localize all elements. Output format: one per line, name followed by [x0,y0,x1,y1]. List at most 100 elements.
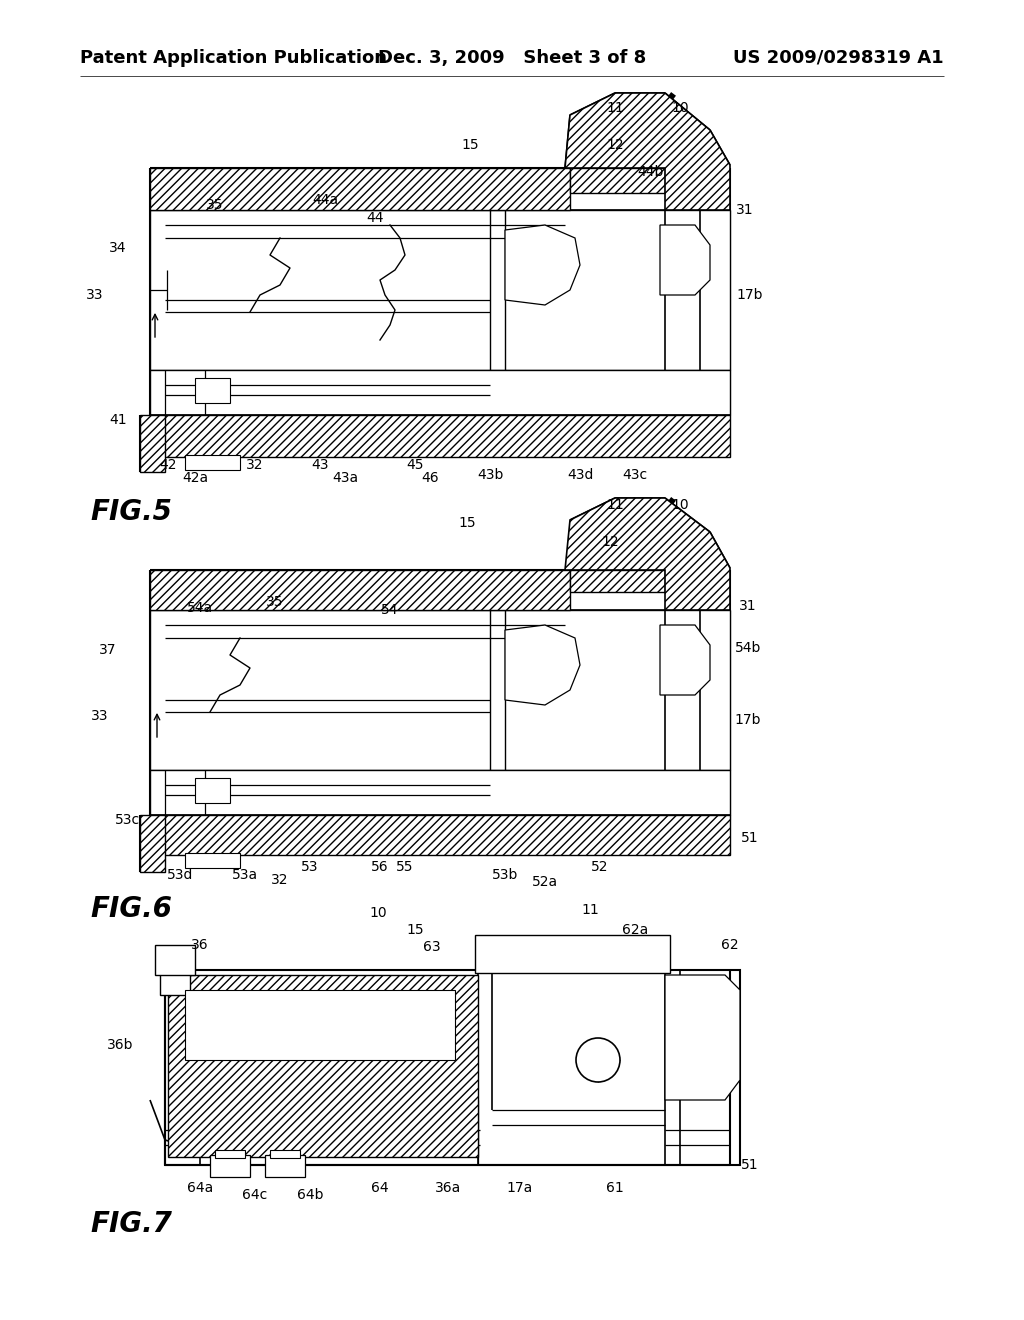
Circle shape [575,1038,620,1082]
Bar [570,570,665,591]
Text: 44: 44 [367,211,384,224]
Text: Patent Application Publication: Patent Application Publication [80,49,387,67]
Bar [475,935,670,973]
Text: 53b: 53b [492,869,518,882]
Text: 54: 54 [381,603,398,616]
Bar [150,570,570,610]
Text: US 2009/0298319 A1: US 2009/0298319 A1 [733,49,944,67]
Text: 17b: 17b [735,713,761,727]
Text: 34: 34 [110,242,127,255]
Text: 32: 32 [246,458,264,473]
Bar [140,414,165,473]
Text: 63: 63 [423,940,440,954]
Text: 11: 11 [582,903,599,917]
Text: FIG.7: FIG.7 [90,1210,172,1238]
Text: 53a: 53a [232,869,258,882]
Text: 44a: 44a [312,193,338,207]
Text: 15: 15 [458,516,476,531]
Text: 37: 37 [99,643,117,657]
Bar [185,455,240,470]
Bar [168,975,478,1158]
Text: 54a: 54a [187,601,213,615]
Bar [155,945,195,975]
Bar [210,1155,250,1177]
Text: 31: 31 [739,599,757,612]
Text: 43b: 43b [477,469,503,482]
Text: 42: 42 [160,458,177,473]
Text: 54b: 54b [735,642,761,655]
Text: 52: 52 [591,861,608,874]
Text: 10: 10 [671,498,689,512]
Bar [265,1155,305,1177]
Polygon shape [565,498,730,610]
Text: 64: 64 [371,1181,389,1195]
Text: 43a: 43a [332,471,358,484]
Text: 43c: 43c [623,469,647,482]
Text: FIG.6: FIG.6 [90,895,172,923]
Text: 36a: 36a [435,1181,461,1195]
Polygon shape [665,975,740,1100]
Text: 43d: 43d [567,469,593,482]
Bar [185,853,240,869]
Text: 53d: 53d [167,869,194,882]
Text: 36b: 36b [106,1038,133,1052]
Polygon shape [565,92,730,210]
Bar [160,960,190,995]
Text: 17b: 17b [736,288,763,302]
Text: 35: 35 [206,198,224,213]
Bar [150,210,730,370]
Text: 43: 43 [311,458,329,473]
Text: 52a: 52a [531,875,558,888]
Text: 12: 12 [601,535,618,549]
Text: 51: 51 [741,1158,759,1172]
Text: 15: 15 [407,923,424,937]
Text: Dec. 3, 2009   Sheet 3 of 8: Dec. 3, 2009 Sheet 3 of 8 [378,49,646,67]
Text: 33: 33 [86,288,103,302]
Text: FIG.5: FIG.5 [90,498,172,525]
Text: 31: 31 [736,203,754,216]
Text: 36: 36 [191,939,209,952]
Polygon shape [660,224,710,294]
Text: 41: 41 [110,413,127,426]
Bar [270,1150,300,1158]
Text: 42a: 42a [182,471,208,484]
Text: 55: 55 [396,861,414,874]
Text: 35: 35 [266,595,284,609]
Bar [140,814,165,873]
Text: 45: 45 [407,458,424,473]
Text: 53c: 53c [116,813,140,828]
Text: 11: 11 [606,102,624,115]
Bar [150,610,730,770]
Text: 46: 46 [421,471,439,484]
Bar [150,814,730,855]
Text: 53: 53 [301,861,318,874]
Text: 62: 62 [721,939,738,952]
Bar [570,168,665,193]
Text: 17a: 17a [507,1181,534,1195]
Bar [150,770,730,814]
Text: 32: 32 [271,873,289,887]
Text: 44b: 44b [637,165,664,180]
Text: 11: 11 [606,498,624,512]
Polygon shape [505,624,580,705]
Text: 15: 15 [461,139,479,152]
Text: 64a: 64a [186,1181,213,1195]
Text: 64b: 64b [297,1188,324,1203]
Bar [150,168,570,210]
Text: 61: 61 [606,1181,624,1195]
Text: 12: 12 [606,139,624,152]
Polygon shape [505,224,580,305]
Bar [185,990,455,1060]
Bar [215,1150,245,1158]
Bar [195,378,230,403]
Text: 10: 10 [671,102,689,115]
Text: 62a: 62a [622,923,648,937]
Text: 64c: 64c [243,1188,267,1203]
Bar [165,970,740,1166]
Text: 56: 56 [371,861,389,874]
Text: 10: 10 [370,906,387,920]
Text: 33: 33 [91,709,109,723]
Bar [195,777,230,803]
Text: 51: 51 [741,832,759,845]
Bar [150,370,730,414]
